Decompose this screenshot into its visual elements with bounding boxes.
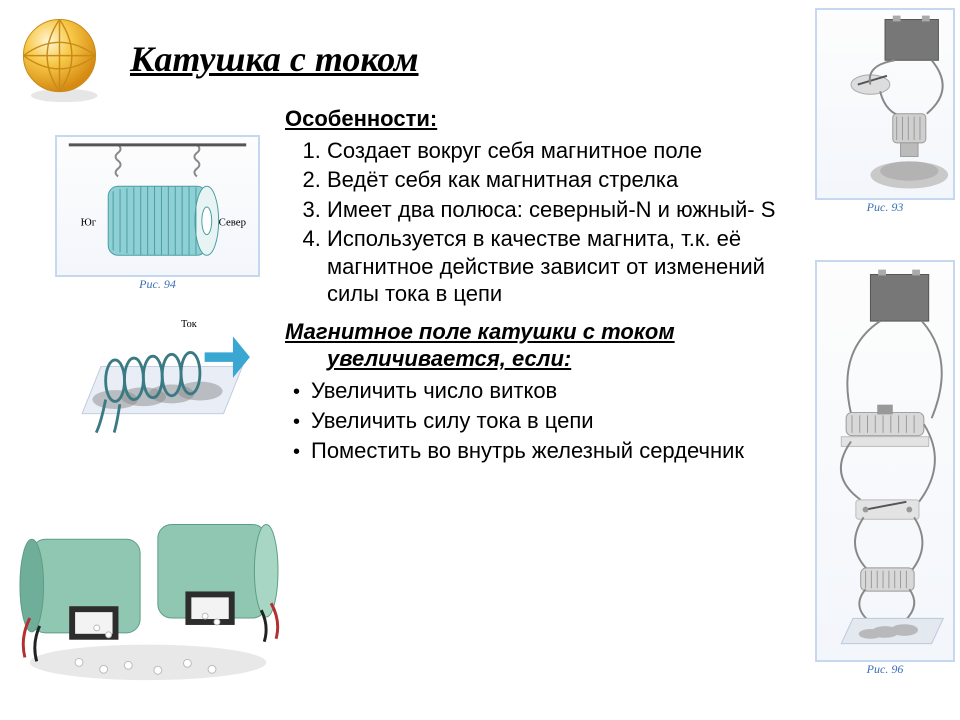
increase-heading-l2: увеличивается, если: [285,345,805,373]
figure-96: Рис. 96 [815,260,955,680]
increase-item: Увеличить силу тока в цепи [311,407,805,435]
fig94-label-right: Север [219,217,246,229]
features-list: Создает вокруг себя магнитное поле Ведёт… [285,137,805,308]
feature-item: Ведёт себя как магнитная стрелка [327,166,805,194]
globe-icon [12,10,107,105]
figure-96-caption: Рис. 96 [815,662,955,680]
figure-94: Юг Север Рис. 94 [55,135,260,295]
features-heading: Особенности: [285,105,805,133]
feature-item: Имеет два полюса: северный-N и южный- S [327,196,805,224]
slide: Катушка с током [0,0,960,720]
content-block: Особенности: Создает вокруг себя магнитн… [285,105,805,467]
fig94-label-left: Юг [81,217,97,229]
increase-heading-l1: Магнитное поле катушки с током [285,319,675,344]
figure-two-coils [8,490,288,705]
feature-item: Создает вокруг себя магнитное поле [327,137,805,165]
figure-93-caption: Рис. 93 [815,200,955,218]
figure-94-caption: Рис. 94 [55,277,260,295]
page-title: Катушка с током [130,38,419,80]
increase-item: Поместить во внутрь железный сердечник [311,437,805,465]
increase-item: Увеличить число витков [311,377,805,405]
figure-coil-filings: Ток [55,310,260,460]
increase-heading: Магнитное поле катушки с током увеличива… [285,318,805,373]
increase-list: Увеличить число витков Увеличить силу то… [285,377,805,465]
current-label: Ток [181,319,198,330]
figure-93: Рис. 93 [815,8,955,218]
feature-item: Используется в качестве магнита, т.к. её… [327,225,805,308]
